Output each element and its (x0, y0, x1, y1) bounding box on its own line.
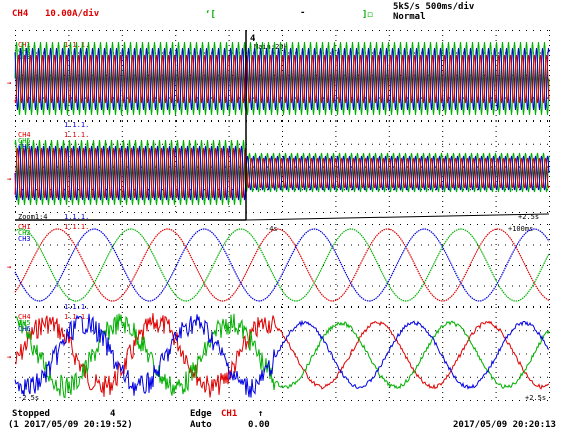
panel4-trace-red (14, 313, 550, 398)
panel1-scale-b: 1.1.1. (64, 121, 90, 129)
panel3-trace-red (14, 228, 550, 302)
zoom-scale-label: 1.1.1. (64, 213, 90, 221)
trigger-level: 0.00 (248, 420, 270, 430)
panel-grid-3 (15, 224, 550, 307)
panel2-trace-red-right (245, 157, 550, 189)
horizontal-marker: ]◻ (362, 10, 373, 20)
panel1-trace-blue (14, 47, 550, 111)
panel1-ch-b: CH2 (18, 47, 31, 55)
ground-marker-1[interactable]: → (7, 79, 12, 87)
acquisition-mode: Normal (393, 12, 426, 22)
sample-rate: 5kS/s 500ms/div (393, 2, 475, 12)
panel3-ch-b: CH2 (18, 229, 31, 237)
panel3-trace-blue (14, 228, 550, 302)
zoom-left-label: Zoom1:4 (18, 213, 48, 221)
acq-status: Stopped (12, 409, 50, 419)
zoom-right-label: +2.5s (518, 213, 540, 221)
zoom-center-label: -4s (265, 225, 278, 233)
panel1-ch-a: CH1 (18, 41, 31, 49)
panel4-trace-blue (14, 313, 550, 398)
panel3-ch-c: CH3 (18, 235, 31, 243)
trigger-channel: CH1 (221, 409, 238, 419)
acq-count: 4 (110, 409, 116, 419)
trigger-slope: ↑ (258, 409, 264, 419)
ground-marker-3[interactable]: → (7, 263, 12, 271)
panel2-trace-red-left (14, 147, 247, 199)
panel3-scale-b: 1.1.1. (64, 303, 90, 311)
panel2-scale-a: 1.1.1. (64, 131, 90, 139)
trigger-mode: Edge (190, 409, 212, 419)
trigger-position-marker: ‘[ (205, 10, 216, 20)
panel4-ch-a: CH4 (18, 313, 31, 321)
trigger-type: Auto (190, 420, 212, 430)
panel4-time-left: -2.5s (18, 394, 40, 402)
ground-marker-2[interactable]: → (7, 175, 12, 183)
cursor-flag[interactable]: 4 (250, 34, 256, 44)
clock-time: 2017/05/09 20:20:13 (453, 420, 556, 430)
panel1-trace-green (14, 41, 550, 116)
panel2-ch-a: CH4 (18, 131, 31, 139)
panel2-ch-b: CH5 (18, 137, 31, 145)
panel3-trace-green (14, 228, 550, 302)
panel1-trace-red (14, 54, 550, 104)
panel4-ch-c: CH6 (18, 325, 31, 333)
panel2-ch-c: CH6 (18, 143, 31, 151)
cursor-readout: Main:25k (254, 43, 288, 51)
channel-label: CH4 (12, 9, 29, 19)
ground-marker-4[interactable]: → (7, 353, 12, 361)
trigger-timestamp: (1 2017/05/09 20:19:52) (8, 420, 133, 430)
panel4-time-right: +2.5s (525, 394, 547, 402)
channel-scale: 10.00A/div (45, 9, 100, 19)
header-dash-marker: - (300, 8, 306, 18)
panel3-ch-a: CH1 (18, 223, 31, 231)
zoom-end-label: +100ms (508, 225, 534, 233)
zoom-bracket-right (245, 213, 550, 221)
panel3-scale-a: 1.1.1. (64, 223, 90, 231)
